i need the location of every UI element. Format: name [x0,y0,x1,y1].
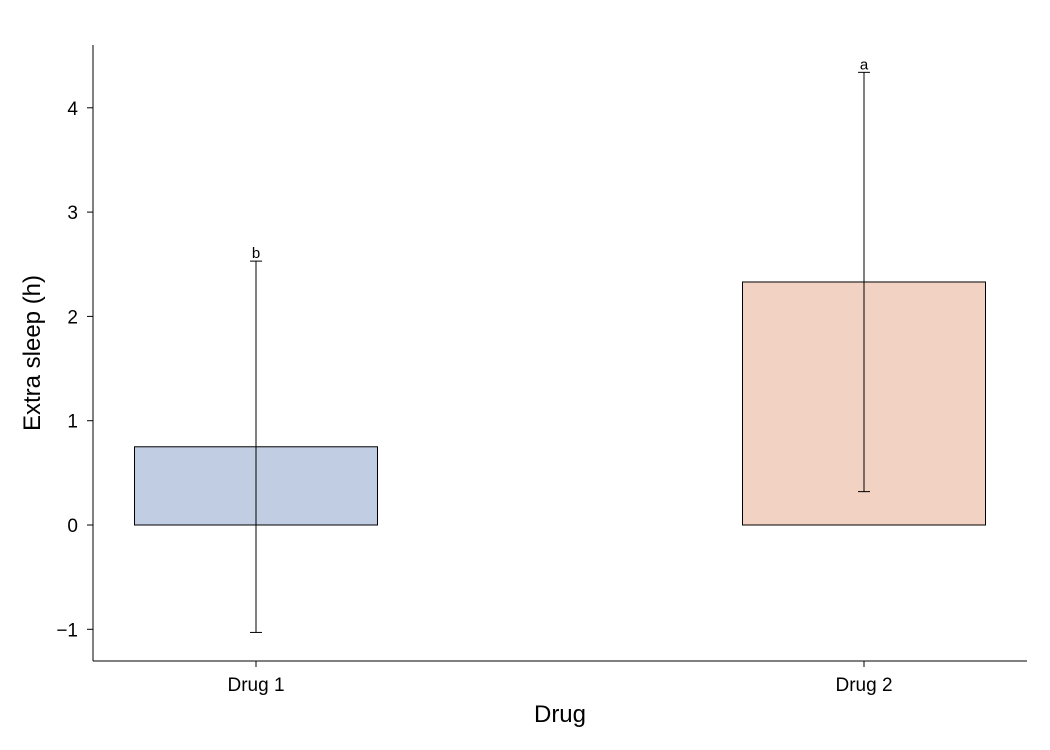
x-ticks-layer: Drug 1 Drug 2 [227,661,893,696]
y-axis-title: Extra sleep (h) [19,275,46,431]
y-tick-label: 1 [67,412,78,433]
y-tick-label: 2 [67,307,78,328]
bars-layer [134,281,986,526]
significance-label-2: a [860,56,869,73]
error-bar-2 [858,71,870,493]
y-tick-label: 0 [67,516,78,537]
y-tick-label: 4 [67,99,78,120]
error-bar-1 [250,260,262,633]
x-axis-title: Drug [534,701,586,728]
y-tick-label: −1 [56,620,78,641]
x-tick-label: Drug 1 [227,675,284,696]
significance-label-1: b [252,245,260,262]
axes-layer [92,45,1027,662]
error-bars-layer: ba [250,56,870,633]
x-tick-label: Drug 2 [835,675,892,696]
y-tick-label: 3 [67,203,78,224]
y-ticks-layer: −1 0 1 2 3 4 [56,99,93,641]
